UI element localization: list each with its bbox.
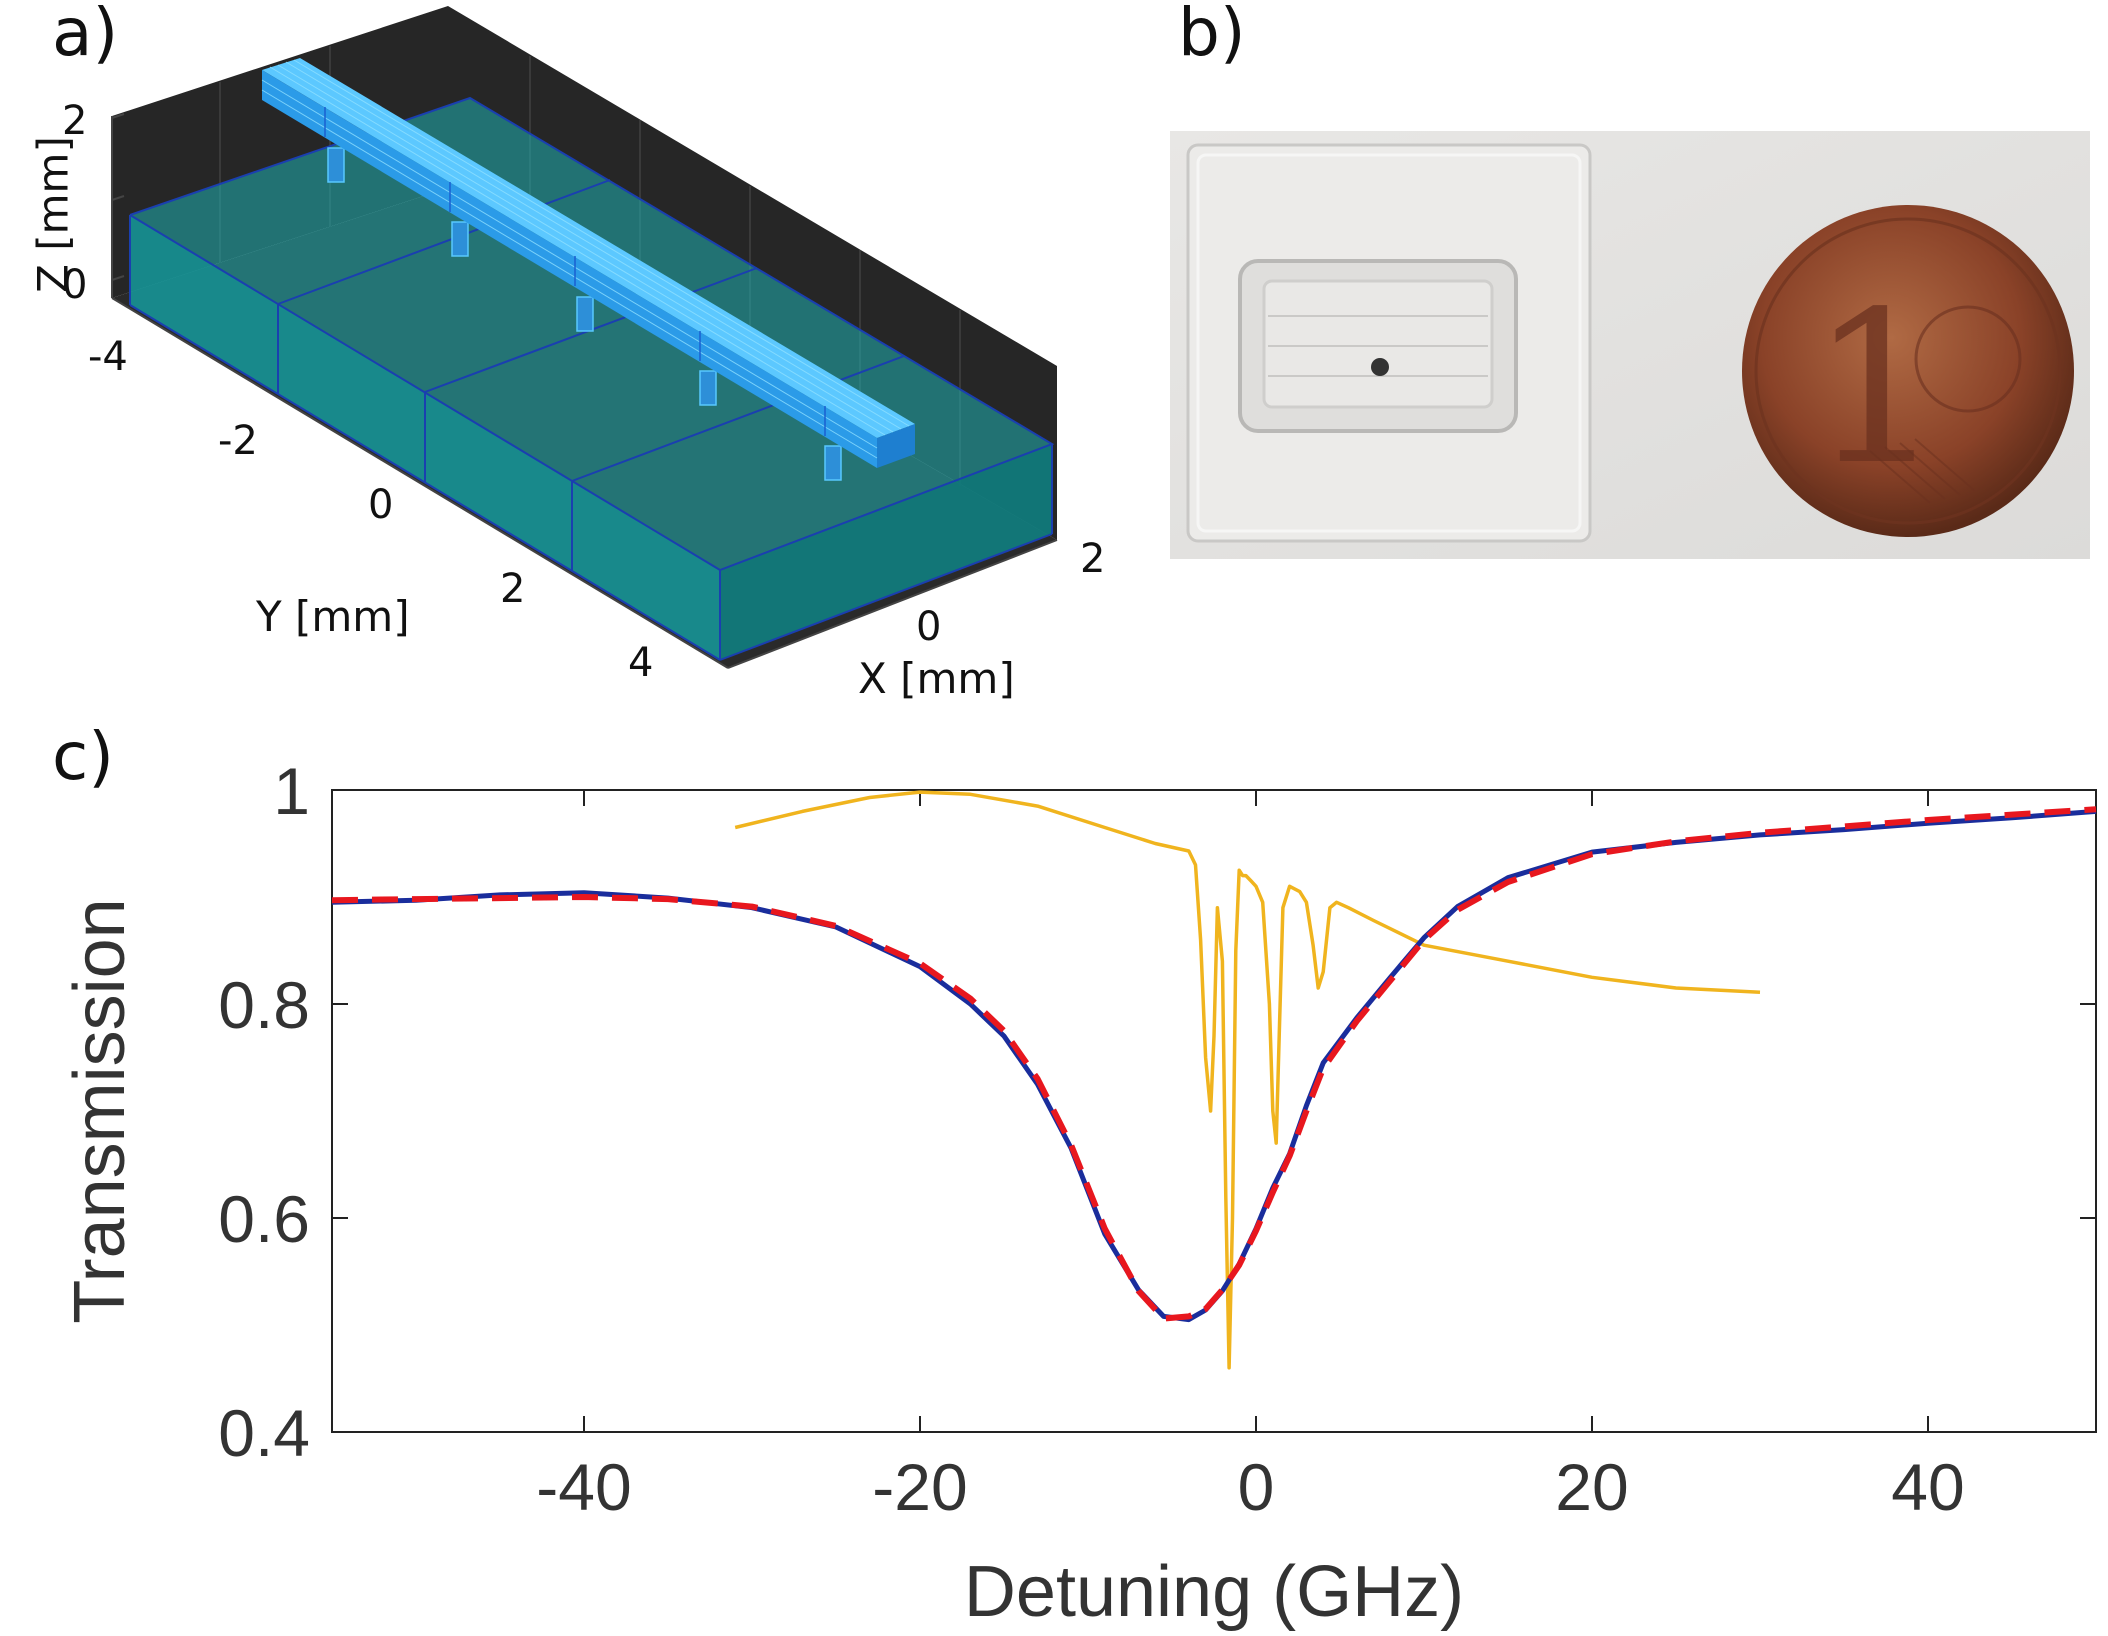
beam-end-face: [877, 424, 915, 468]
x-axis-label: X [mm]: [858, 654, 1015, 703]
y-tick-label: 0.6: [218, 1182, 310, 1256]
y-tick-label: 0.4: [218, 1396, 310, 1470]
series-fit: [331, 806, 2097, 1322]
x-axis-title: Detuning (GHz): [964, 1552, 1464, 1632]
transmission-chart: -40 -20 0 20 40 0.4 0.6 0.8 1 Detuning (GHz) Tra…: [60, 754, 2097, 1632]
hollow-core-beam: [261, 58, 915, 481]
z-tick-0: 0: [62, 262, 88, 308]
axes-3d: [111, 113, 1058, 669]
x-tick-2: 2: [1080, 536, 1106, 582]
y-tick-label: 1: [273, 754, 310, 828]
chip-inner-edge: [1196, 153, 1582, 533]
panel-c-label: c): [52, 718, 115, 795]
y-tick-2: 2: [500, 566, 526, 612]
y-tick-m2: -2: [218, 418, 258, 464]
support-pillar: [576, 296, 594, 332]
support-pillar: [824, 445, 842, 481]
y-tick-m4: -4: [88, 334, 128, 380]
support-pillar: [451, 221, 469, 257]
coin-numeral: 1: [1810, 266, 1944, 511]
waveguide-box: [129, 96, 1055, 661]
x-tick-label: 0: [1238, 1450, 1275, 1524]
z-tick-2: 2: [62, 98, 88, 144]
y-tick-0: 0: [368, 482, 394, 528]
cell-hole: [1371, 358, 1389, 376]
x-tick-label: -40: [536, 1450, 631, 1524]
cavity-window: [1262, 279, 1494, 409]
x-tick-label: -20: [872, 1450, 967, 1524]
x-tick-label: 40: [1891, 1450, 1964, 1524]
panel-a-3d-model: [111, 6, 1058, 669]
euro-coin: [1742, 205, 2074, 537]
panel-a-label: a): [52, 0, 119, 71]
plot-area: [331, 789, 2097, 1433]
x-tick-0: 0: [916, 604, 942, 650]
support-pillar: [327, 147, 345, 183]
beam-front-face: [262, 70, 877, 468]
y-axis-label: Y [mm]: [256, 592, 410, 641]
z-axis-label: Z [mm]: [28, 136, 78, 293]
y-tick-label: 0.8: [218, 968, 310, 1042]
box-top-face: [130, 98, 1052, 570]
x-tick-label: 20: [1555, 1450, 1628, 1524]
device-photo: 1: [1170, 131, 2090, 559]
series-reference: [734, 790, 1761, 1370]
box-right-face: [720, 444, 1052, 660]
y-axis-title: Transmission: [60, 898, 140, 1323]
panel-b-label: b): [1178, 0, 1246, 71]
support-pillar: [699, 370, 717, 406]
y-tick-4: 4: [628, 640, 654, 686]
